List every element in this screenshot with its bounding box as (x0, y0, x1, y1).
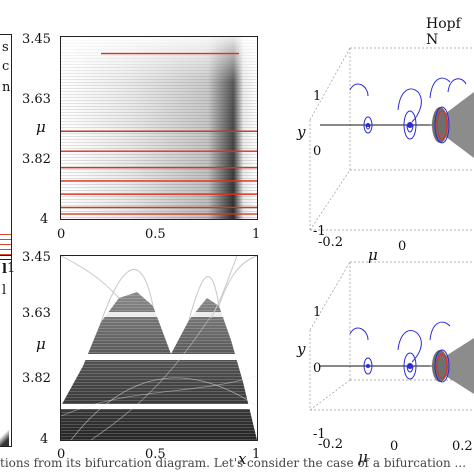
top-panel-ytick-2: 3.63 (22, 92, 51, 107)
top-3d-plot (290, 30, 474, 252)
top-3d-mu-label: μ (368, 246, 378, 264)
bottom-3d-mu-label: μ (358, 448, 368, 466)
bottom-panel-ytick-4: 4 (40, 432, 49, 447)
top-panel-xtick-1: 0 (57, 227, 66, 242)
bottom-3d-ytick-2: 0 (313, 361, 322, 376)
bottom-panel-mu-label: μ (36, 335, 46, 353)
top-panel-ytick-4: 4 (40, 212, 49, 227)
bottom-3d-ytick-1: 1 (313, 305, 322, 320)
bottom-3d-xtick-1: -0.2 (318, 437, 344, 452)
top-3d-ytick-2: 0 (313, 144, 322, 159)
bottom-panel-ytick-3: 3.82 (22, 371, 51, 386)
bottom-3d-xtick-2: 0 (390, 439, 399, 454)
left-strip-dark-mark (0, 430, 9, 446)
left-strip-top-letter-1: s (2, 40, 9, 55)
left-strip-red-lines (0, 232, 11, 256)
top-panel-xtick-2: 0.5 (145, 227, 166, 242)
bottom-panel-x-label: x (238, 450, 247, 468)
top-3d-y-label: y (297, 123, 306, 141)
top-panel-xtick-3: 1 (252, 227, 261, 242)
top-panel-mu-label: μ (36, 118, 46, 136)
top-panel-ytick-3: 3.82 (22, 152, 51, 167)
top-3d-ytick-3: -1 (313, 224, 326, 239)
top-3d-xtick-1: -0.2 (318, 235, 344, 250)
bottom-panel-xtick-1: 0 (57, 447, 66, 462)
left-strip-bottom-frame (0, 255, 12, 447)
figure-caption: tions from its bifurcation diagram. Let'… (0, 456, 467, 470)
bottom-3d-plot (290, 250, 474, 456)
bottom-3d-xtick-3: 0.2 (452, 439, 473, 454)
bottom-3d-y-label: y (297, 340, 306, 358)
bottom-panel-xtick-2: 0.5 (145, 447, 166, 462)
left-strip-bottom-letter-2: l (2, 283, 7, 298)
top-cropped-text (0, 0, 474, 5)
bottom-panel-ytick-2: 3.63 (22, 306, 51, 321)
bottom-bifurcation-plot (60, 255, 258, 441)
right-panel-title: Hopf N (426, 16, 461, 48)
bottom-panel-xtick-3: 1 (252, 447, 261, 462)
top-3d-ytick-1: 1 (313, 89, 322, 104)
left-strip-top-frame (0, 34, 12, 260)
left-strip-top-letter-3: n (2, 80, 11, 95)
top-panel-ytick-1: 3.45 (22, 32, 51, 47)
top-bifurcation-plot (60, 36, 258, 220)
left-strip-top-letter-2: c (2, 59, 10, 74)
top-3d-xtick-2: 0 (398, 239, 407, 254)
bottom-3d-ytick-3: -1 (313, 427, 326, 442)
left-strip-bottom-letter-1: l (2, 262, 7, 277)
bottom-panel-ytick-1: 3.45 (22, 250, 51, 265)
